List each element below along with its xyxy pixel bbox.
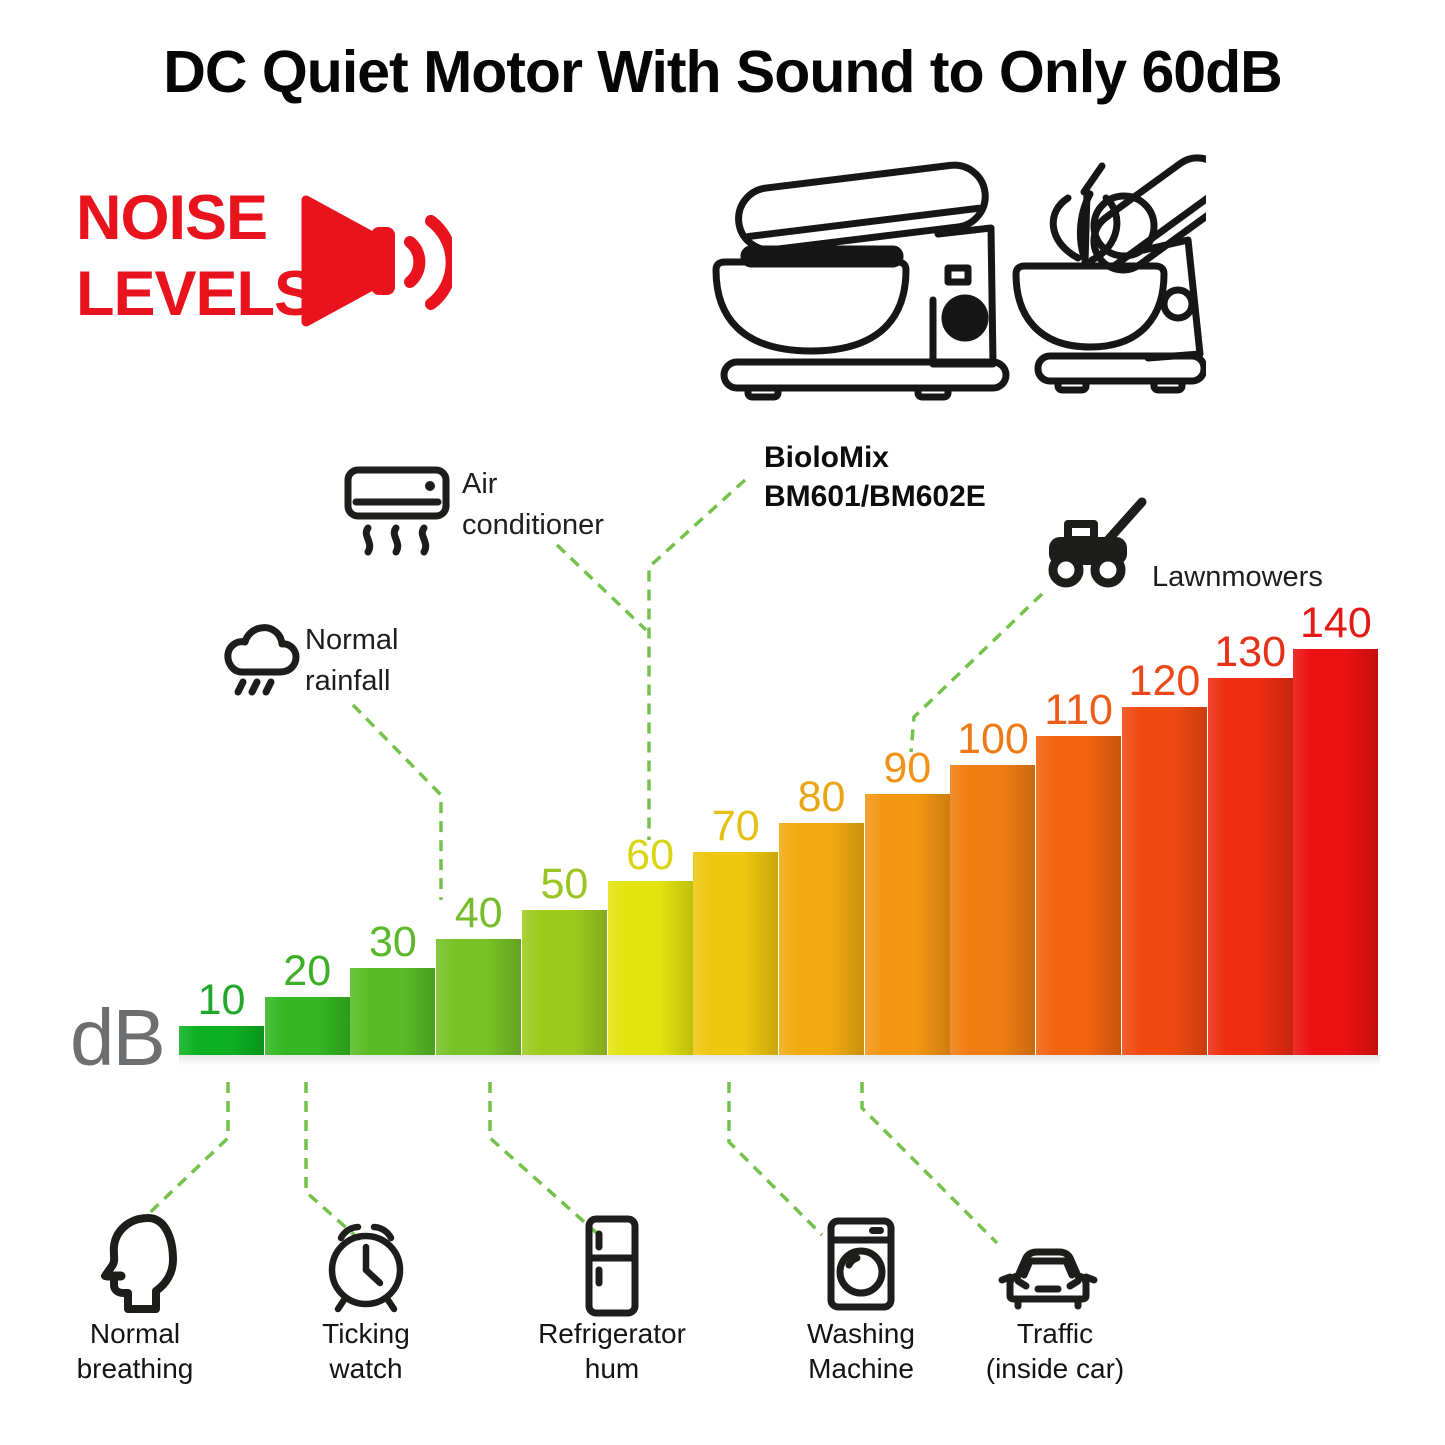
refrigerator-icon xyxy=(585,1215,639,1317)
bar-value-60: 60 xyxy=(626,831,675,879)
bar-120db xyxy=(1121,707,1207,1055)
normal-rainfall-label-line1: Normal xyxy=(305,624,399,656)
air-conditioner-label-line1: Air xyxy=(462,468,498,500)
bar-90db xyxy=(864,794,950,1055)
noise-levels-line2: LEVELS xyxy=(76,259,316,329)
lawnmower-icon xyxy=(1048,497,1147,588)
bar-value-140: 140 xyxy=(1299,599,1372,647)
lawnmowers-label: Lawnmowers xyxy=(1152,561,1323,593)
stand-mixers-illustration xyxy=(712,154,1206,401)
source-label-refrigerator-hum: Refrigerator hum xyxy=(482,1316,742,1386)
source-label-washing-machine: Washing Machine xyxy=(731,1316,991,1386)
bar-20db xyxy=(264,997,350,1055)
source-label-line: hum xyxy=(584,1353,640,1384)
bar-value-80: 80 xyxy=(797,773,846,821)
bar-100db xyxy=(950,765,1036,1055)
bar-50db xyxy=(521,910,607,1055)
chart-baseline-shadow xyxy=(179,1055,1380,1066)
source-label-line: Normal xyxy=(89,1318,181,1349)
source-label-line: Washing xyxy=(807,1318,915,1349)
bar-80db xyxy=(779,823,865,1055)
bar-40db xyxy=(436,939,522,1055)
product-name: BioloMix xyxy=(764,441,889,474)
bar-value-70: 70 xyxy=(711,802,760,850)
source-label-line: Machine xyxy=(808,1353,914,1384)
alarm-clock-icon xyxy=(328,1223,404,1313)
noise-levels-line1: NOISE xyxy=(76,183,268,253)
normal-rainfall-label: Normal rainfall xyxy=(305,620,398,702)
bar-110db xyxy=(1036,736,1122,1055)
normal-rainfall-label-line2: rainfall xyxy=(305,665,391,697)
source-label-line: Traffic xyxy=(1016,1318,1094,1349)
bar-30db xyxy=(350,968,436,1055)
source-label-line: breathing xyxy=(76,1353,194,1384)
source-label-line: Ticking xyxy=(322,1318,410,1349)
bar-130db xyxy=(1207,678,1293,1055)
bar-140db xyxy=(1293,649,1379,1055)
air-conditioner-label-line2: conditioner xyxy=(462,509,604,541)
source-label-line: (inside car) xyxy=(985,1353,1125,1384)
source-label-normal-breathing: Normal breathing xyxy=(5,1316,265,1386)
head-profile-icon xyxy=(101,1214,177,1313)
rain-cloud-icon xyxy=(224,624,300,696)
bar-value-50: 50 xyxy=(540,860,589,908)
source-label-line: Refrigerator xyxy=(538,1318,686,1349)
source-label-line: watch xyxy=(329,1353,403,1384)
speaker-icon xyxy=(301,195,452,327)
bar-value-90: 90 xyxy=(883,744,932,792)
bar-value-110: 110 xyxy=(1044,686,1113,734)
bar-value-100: 100 xyxy=(957,715,1029,763)
bar-70db xyxy=(693,852,779,1055)
source-label-traffic: Traffic (inside car) xyxy=(925,1316,1185,1386)
bar-value-20: 20 xyxy=(283,947,332,995)
air-conditioner-label: Air conditioner xyxy=(462,464,604,546)
bar-value-40: 40 xyxy=(454,889,503,937)
noise-levels-heading: NOISE LEVELS xyxy=(76,180,316,332)
page-title: DC Quiet Motor With Sound to Only 60dB xyxy=(163,39,1282,105)
product-model: BM601/BM602E xyxy=(764,480,986,513)
db-unit-label: dB xyxy=(70,993,166,1082)
bar-value-30: 30 xyxy=(369,918,417,966)
bar-value-120: 120 xyxy=(1128,657,1201,705)
bar-60db xyxy=(607,881,693,1055)
bar-10db xyxy=(179,1026,264,1055)
car-icon xyxy=(998,1248,1098,1310)
source-label-ticking-watch: Ticking watch xyxy=(236,1316,496,1386)
bar-value-130: 130 xyxy=(1214,628,1286,676)
washing-machine-icon xyxy=(827,1217,895,1311)
air-conditioner-icon xyxy=(344,466,450,556)
product-label: BioloMix BM601/BM602E xyxy=(764,438,986,516)
bar-value-10: 10 xyxy=(197,976,246,1024)
